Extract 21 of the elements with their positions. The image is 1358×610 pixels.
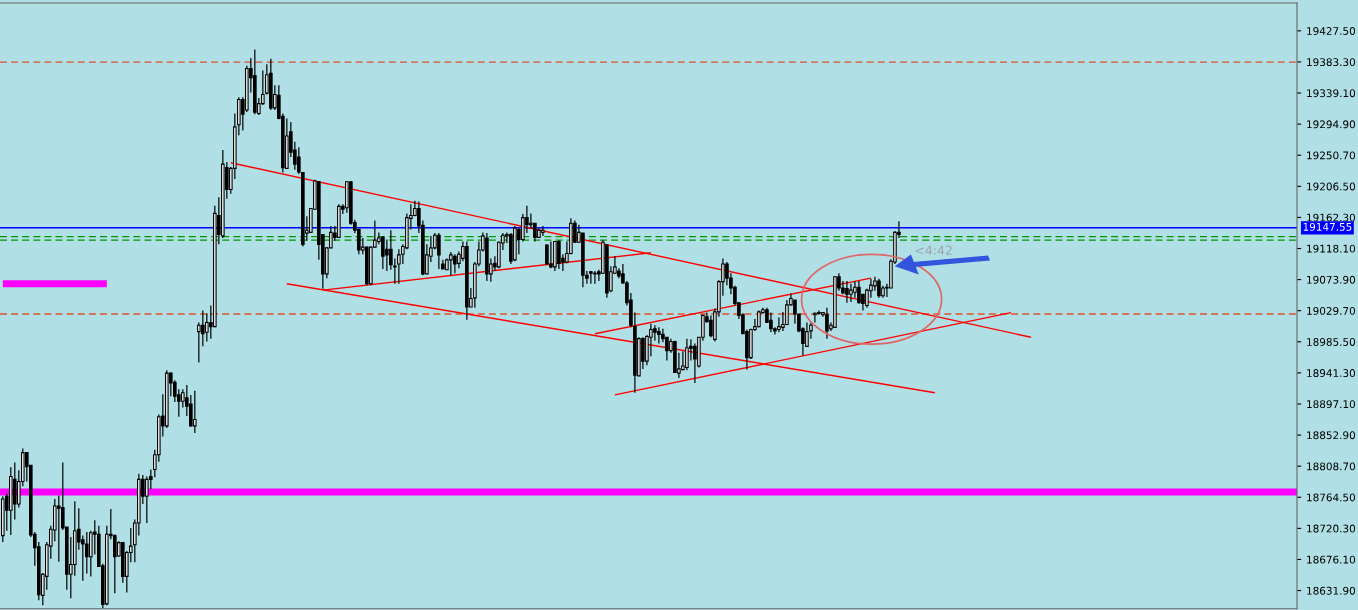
y-tick-label: 19383.30 [1307, 58, 1356, 67]
y-tick-label: 18631.90 [1307, 586, 1356, 595]
y-tick-label: 18852.90 [1307, 431, 1356, 440]
y-tick-label: 18676.10 [1307, 555, 1356, 564]
y-tick-label: 18764.50 [1307, 493, 1356, 502]
y-tick-label: 19250.70 [1307, 151, 1356, 160]
y-tick-label: 18720.30 [1307, 524, 1356, 533]
y-tick-label: 19206.50 [1307, 182, 1356, 191]
y-tick-label: 19162.30 [1307, 213, 1356, 222]
y-tick-label: 19073.90 [1307, 275, 1356, 284]
y-tick-label: 18985.50 [1307, 338, 1356, 346]
y-tick-label: 18897.10 [1307, 400, 1356, 409]
y-tick-label: 19029.70 [1307, 306, 1356, 315]
y-tick-label: 18941.30 [1307, 369, 1356, 377]
annotation: <4:42 [915, 245, 952, 255]
y-tick-label: 19118.10 [1307, 244, 1356, 253]
y-tick-label: 19339.10 [1307, 89, 1356, 98]
y-tick-label: 19427.50 [1307, 27, 1356, 35]
ref-line-label: 19147.55 [1303, 222, 1352, 231]
y-tick-label: 18808.70 [1307, 462, 1356, 471]
y-tick-label: 19294.90 [1307, 120, 1356, 129]
